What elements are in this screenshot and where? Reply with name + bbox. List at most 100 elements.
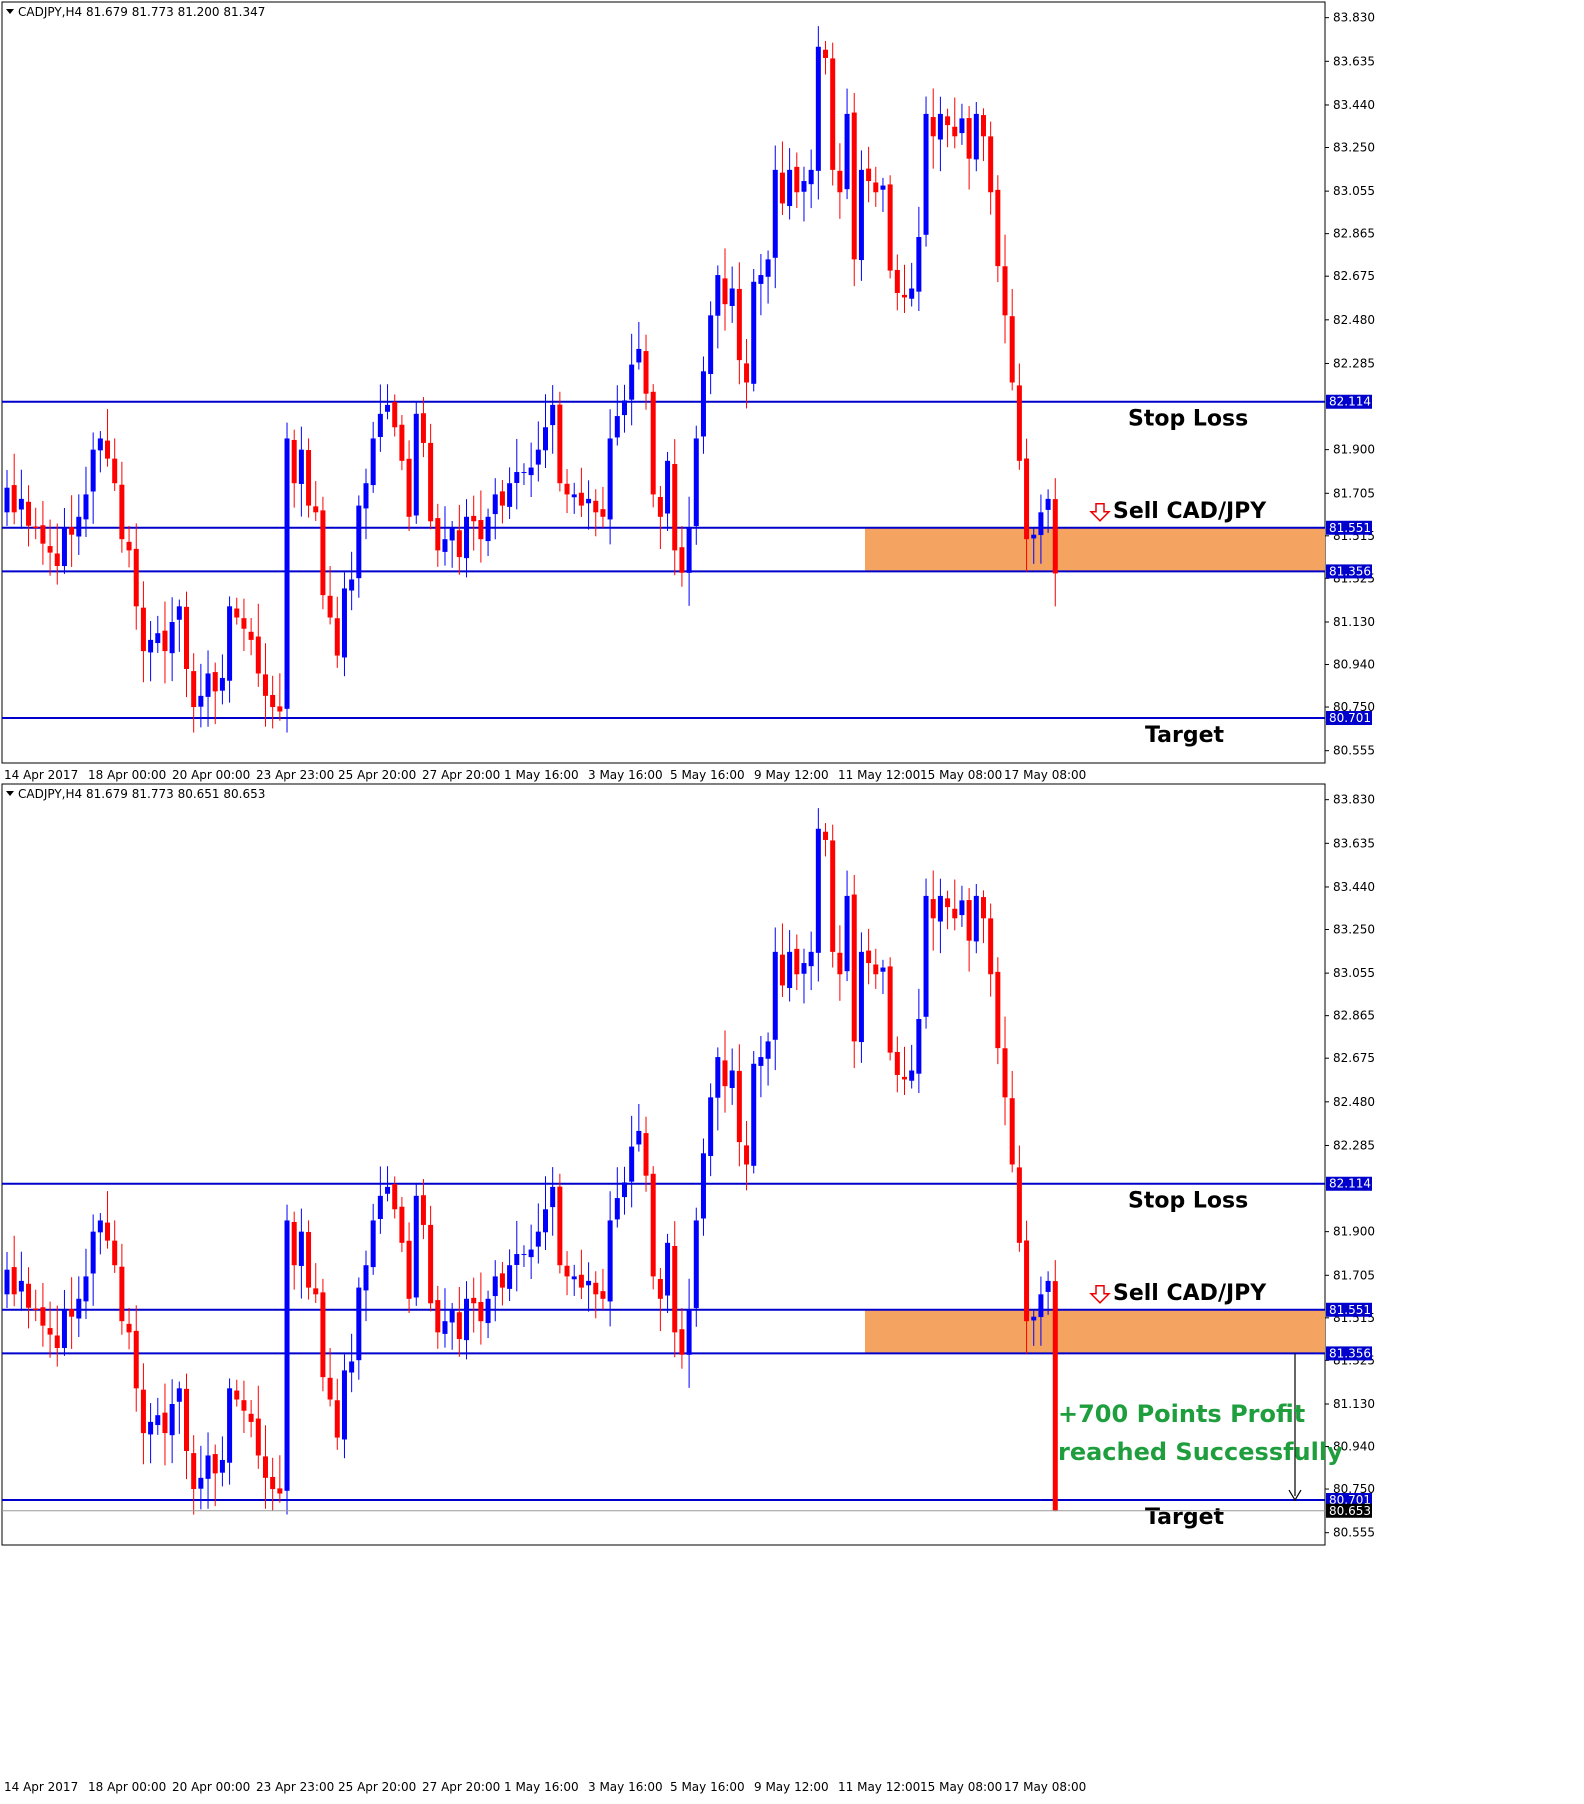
candle-body (614, 416, 620, 438)
candle (988, 903, 994, 997)
candle (320, 1278, 326, 1392)
candle (262, 1425, 268, 1509)
target-label: Target (1145, 1505, 1225, 1530)
candle-body (621, 1182, 627, 1198)
candle-body (435, 1300, 441, 1333)
candle (277, 1455, 283, 1503)
time-axis-label: 5 May 16:00 (670, 768, 745, 782)
candle (212, 662, 218, 725)
candle-body (679, 547, 685, 573)
candle (363, 468, 369, 540)
candle (176, 599, 182, 652)
candle (1045, 489, 1051, 533)
candle-body (47, 1328, 53, 1335)
candle-body (205, 673, 211, 697)
candle-body (945, 898, 951, 908)
candle-body (320, 510, 326, 596)
candle (499, 1261, 505, 1306)
candle-body (54, 553, 60, 567)
candle-body (492, 494, 498, 515)
candle-body (672, 463, 678, 551)
candle (930, 88, 936, 169)
candle-body (413, 413, 419, 516)
candle-body (643, 351, 649, 394)
candle (298, 1208, 304, 1299)
candle-body (672, 1245, 678, 1333)
candle (952, 879, 958, 931)
candle-body (722, 278, 728, 305)
dropdown-arrow-icon[interactable] (6, 791, 14, 796)
candle (636, 321, 642, 370)
candle-body (880, 185, 886, 190)
time-axis-label: 25 Apr 20:00 (338, 1780, 416, 1794)
candle-body (873, 182, 879, 193)
candle-body (715, 1057, 721, 1098)
entry-upper-level-tag (1326, 1302, 1372, 1317)
candle (700, 1138, 706, 1236)
candle (1052, 1260, 1058, 1512)
candle (18, 1251, 24, 1311)
candle (241, 598, 247, 652)
candle (801, 166, 807, 222)
candle (528, 1224, 534, 1280)
candle (349, 1333, 355, 1393)
candle (686, 496, 692, 606)
candle-body (227, 606, 233, 681)
candle-body (255, 636, 261, 674)
candle (499, 479, 505, 524)
candle (341, 1354, 347, 1459)
time-axis-label: 1 May 16:00 (504, 1780, 579, 1794)
candle (945, 108, 951, 148)
candle (399, 414, 405, 471)
candle (693, 425, 699, 545)
candle (219, 654, 225, 705)
candle (1009, 288, 1015, 391)
candle-body (40, 525, 46, 544)
candle-body (155, 1415, 161, 1426)
candle-body (1031, 534, 1037, 539)
stop-loss-level-tag (1326, 1176, 1372, 1191)
candle-body (586, 498, 592, 504)
candle-body (995, 971, 1001, 1049)
candle-body (140, 1389, 146, 1434)
candle-body (241, 618, 247, 629)
candle-body (521, 472, 527, 474)
dropdown-arrow-icon[interactable] (6, 9, 14, 14)
candle (1024, 1220, 1030, 1354)
candle-body (112, 1240, 118, 1266)
candle-body (356, 1287, 362, 1361)
candle (456, 504, 462, 575)
candle-body (715, 275, 721, 316)
entry-lower-level-tag (1326, 564, 1372, 579)
candle-body (823, 831, 829, 840)
candle-body (499, 491, 505, 506)
candle (815, 808, 821, 982)
candle-body (406, 1240, 412, 1299)
candle-body (801, 963, 807, 974)
candle (751, 1050, 757, 1174)
candle-body (902, 1076, 907, 1080)
candle (614, 385, 620, 446)
candle (1052, 478, 1058, 607)
candle (787, 930, 793, 1002)
candle-body (779, 954, 785, 986)
target-level-tag (1326, 1493, 1372, 1508)
candle-body (887, 184, 893, 271)
candle-body (794, 166, 800, 193)
candle (980, 890, 986, 944)
candle-body (169, 1403, 175, 1436)
candle-body (543, 1209, 548, 1233)
candle-body (191, 671, 197, 708)
candle-body (571, 494, 577, 498)
candle (801, 948, 807, 1004)
candle (61, 1289, 67, 1356)
candle (873, 948, 879, 989)
candle-body (1016, 385, 1022, 461)
candle (33, 507, 39, 540)
candle (385, 384, 391, 420)
candle (593, 1271, 599, 1319)
candle-body (413, 1195, 419, 1298)
candle-body (772, 951, 778, 1040)
candle-body (478, 520, 484, 540)
